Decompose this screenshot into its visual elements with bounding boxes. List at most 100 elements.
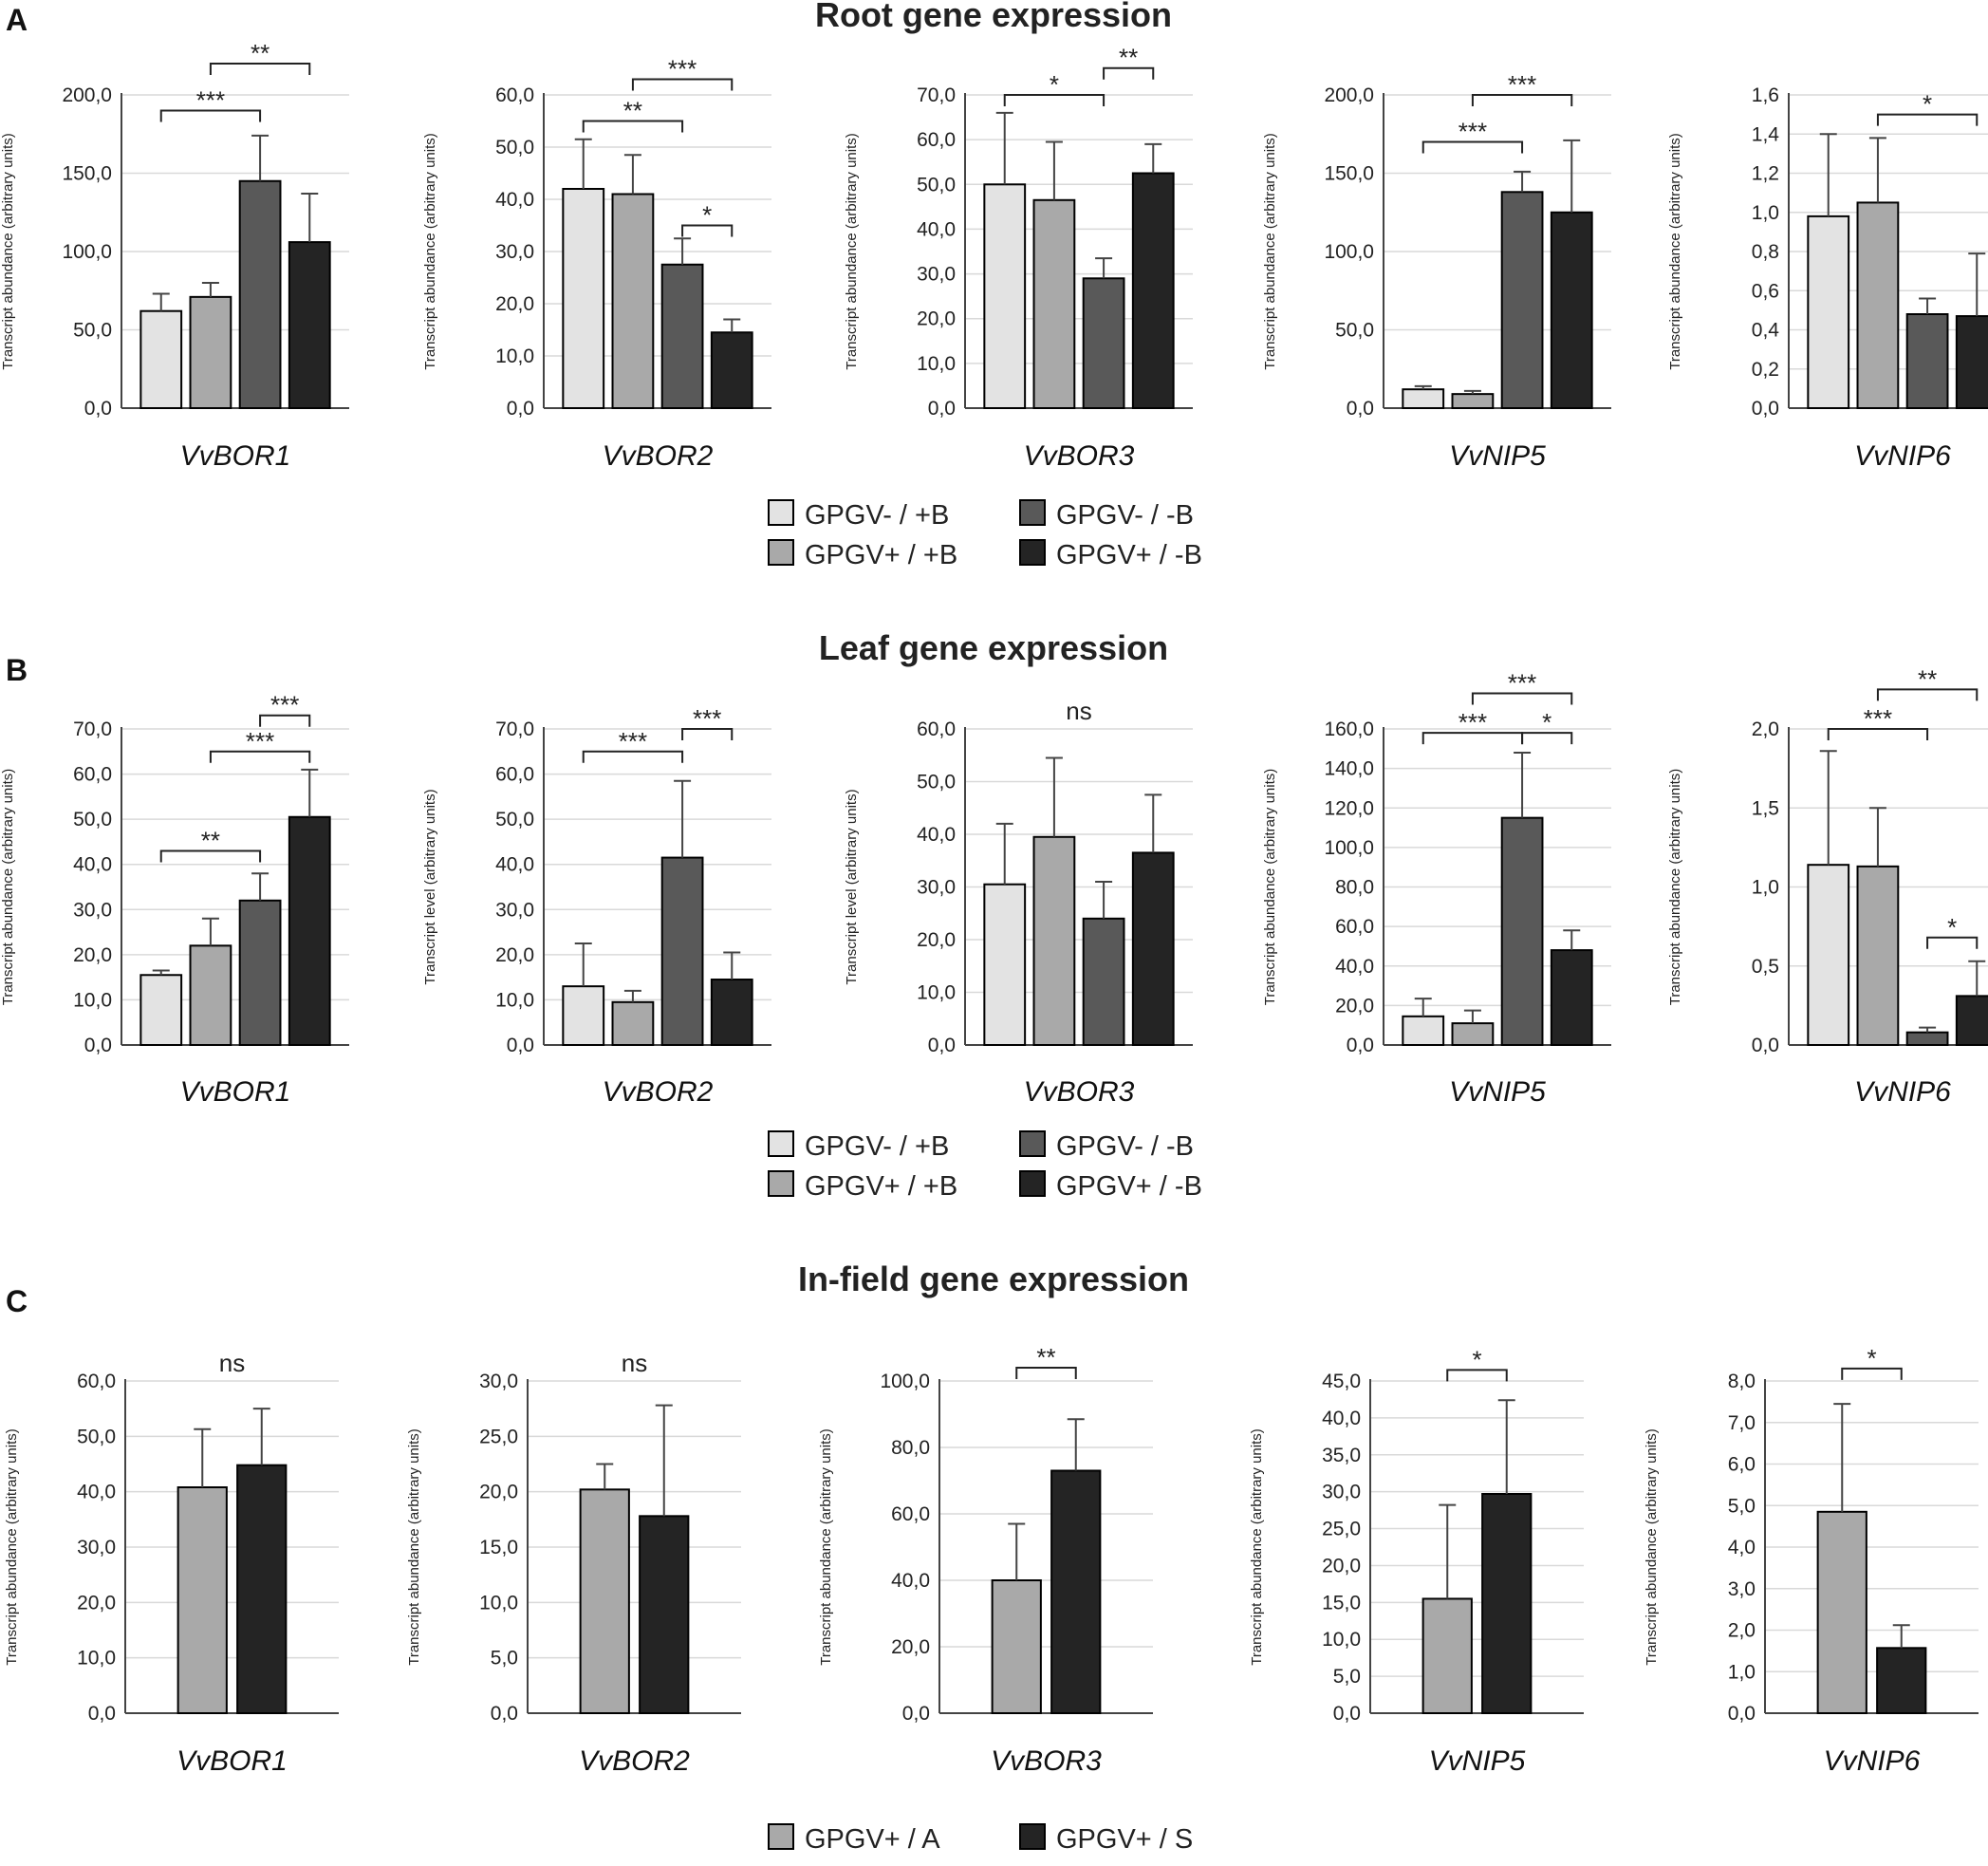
bar-gpgv-b [1402,388,1445,410]
error-bar [1892,1624,1910,1649]
y-tick-label: 0,0 [507,398,534,420]
bar-gpgv-b [1402,1015,1445,1047]
bar-gpgv-b [1550,949,1593,1046]
bar-gpgv-b [1451,1022,1495,1046]
y-tick-label: 0,0 [928,398,956,420]
y-tick-label: 20,0 [1322,1555,1361,1577]
y-tick-label: 0,0 [1347,1035,1374,1056]
legend-item: GPGV+ / -B [1019,1170,1202,1202]
bar-gpgv-b [1856,865,1900,1046]
y-tick-label: 0,0 [1728,1703,1756,1725]
bar-gpgv-a [177,1486,228,1714]
panel-c-title: In-field gene expression [798,1260,1189,1298]
y-axis-label: Transcript abundance (arbitrary units) [1262,133,1278,370]
y-axis-label: Transcript abundance (arbitrary units) [1667,133,1683,370]
error-bar [1144,793,1162,853]
y-tick-label: 40,0 [73,854,112,876]
legend-swatch [1019,499,1046,526]
error-bar [995,822,1013,885]
not-significant-label: ns [622,1349,647,1377]
legend-swatch [768,539,794,566]
y-tick-label: 5,0 [1728,1495,1756,1517]
error-bar [1919,297,1937,314]
significance-bracket [1926,936,1979,949]
bar-gpgv-b [189,295,232,410]
significance-bracket [1446,1369,1508,1382]
error-bar [252,1408,270,1465]
legend-swatch [1019,1130,1046,1157]
chart-vvnip5: 0,0 50,0 100,0 150,0 200,0 Transcript abundan… [1262,70,1611,472]
bar-gpgv-a [991,1579,1042,1714]
error-bar [1045,756,1063,837]
gene-label: VvBOR2 [603,1076,714,1108]
chart-vvnip5: 0,0 5,0 10,0 15,0 20,0 25,0 30,0 35,0 40,0 45,0 Tr… [1249,1345,1584,1777]
error-bar [655,1404,673,1517]
gene-label: VvBOR1 [180,1076,291,1108]
y-tick-label: 60,0 [73,764,112,786]
bar-gpgv-b [1500,816,1544,1046]
legend-swatch [1019,1823,1046,1850]
y-tick-label: 20,0 [73,944,112,966]
error-bar [152,969,170,976]
gene-label: VvNIP5 [1429,1745,1526,1777]
y-tick-label: 70,0 [917,84,956,106]
bar-gpgv-b [1032,835,1076,1047]
y-tick-label: 1,4 [1752,123,1780,145]
error-bar [1414,384,1432,390]
significance-label: * [1050,70,1059,99]
significance-bracket [1827,728,1929,740]
error-bar [1414,998,1432,1017]
error-bar [574,138,592,189]
y-tick-label: 150,0 [62,163,112,185]
y-tick-label: 30,0 [479,1371,518,1392]
legend-swatch [768,1170,794,1197]
legend-item: GPGV+ / +B [768,1170,957,1202]
y-tick-label: 0,0 [491,1703,518,1725]
significance-bracket [1103,66,1155,80]
bar-gpgv-a [579,1488,630,1715]
significance-label: *** [270,691,299,719]
y-tick-label: 20,0 [77,1592,116,1614]
gene-label: VvNIP5 [1449,440,1546,472]
error-bar [301,768,319,817]
significance-label: ** [251,39,269,67]
error-bar [251,872,269,901]
significance-bracket [1876,113,1979,126]
y-tick-label: 0,0 [1752,398,1779,420]
error-bar [1463,389,1481,395]
y-tick-label: 0,8 [1752,241,1779,263]
y-tick-label: 0,0 [507,1035,534,1056]
chart-vvbor2: 0,0 10,0 20,0 30,0 40,0 50,0 60,0 Transcript ab… [422,55,771,472]
legend-label: GPGV+ / -B [1056,1171,1202,1202]
error-bar [1868,137,1886,203]
y-tick-label: 20,0 [495,944,534,966]
y-tick-label: 7,0 [1728,1412,1756,1434]
y-axis-label: Transcript abundance (arbitrary units) [0,133,16,370]
y-tick-label: 70,0 [73,718,112,740]
error-bar [251,134,269,181]
error-bar [1514,170,1532,193]
significance-bracket [1521,732,1573,745]
bar-gpgv-b [710,331,753,409]
significance-label: *** [693,704,721,733]
legend-swatch [768,1130,794,1157]
y-tick-label: 60,0 [1335,916,1374,938]
y-tick-label: 1,0 [1752,877,1779,899]
y-tick-label: 100,0 [880,1371,930,1392]
y-axis-label: Transcript abundance (arbitrary units) [406,1428,422,1666]
legend-label: GPGV+ / S [1056,1824,1193,1855]
error-bar [1919,1026,1937,1033]
significance-bracket [1876,688,1979,701]
bar-gpgv-b [1807,215,1850,409]
significance-bracket [1421,140,1524,154]
significance-label: * [702,201,712,230]
bar-gpgv-b [1955,315,1988,409]
significance-label: * [1947,913,1957,942]
y-tick-label: 30,0 [77,1537,116,1558]
bar-gpgv-s [1876,1647,1927,1714]
bar-gpgv-a [1816,1510,1867,1714]
y-tick-label: 20,0 [495,293,534,315]
significance-bracket [259,714,311,727]
y-tick-label: 5,0 [1333,1666,1361,1688]
chart-vvbor1: 0,0 10,0 20,0 30,0 40,0 50,0 60,0 Transcript ab… [4,1349,339,1777]
